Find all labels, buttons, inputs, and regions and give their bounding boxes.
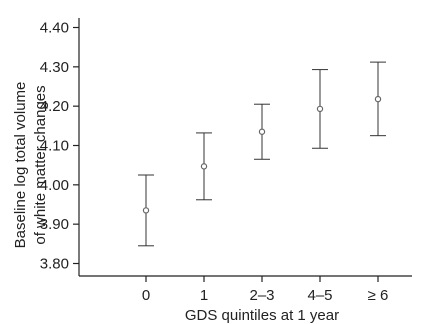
data-point-group <box>254 103 270 160</box>
x-axis-title: GDS quintiles at 1 year <box>185 307 339 324</box>
y-tick-label: 4.30 <box>40 59 69 76</box>
y-axis-title-line-1: Baseline log total volume <box>12 82 29 249</box>
x-tick-label: 4–5 <box>307 287 332 304</box>
data-point-group <box>312 69 328 149</box>
y-tick-label: 3.90 <box>40 216 69 233</box>
y-tick-labels: 3.80 3.90 4.00 4.10 4.20 4.30 4.40 <box>40 20 69 273</box>
y-tick-label: 3.80 <box>40 256 69 273</box>
data-point-group <box>196 132 212 201</box>
data-point <box>374 95 382 103</box>
x-tick-label: 1 <box>200 287 208 304</box>
x-tick-label: 2–3 <box>249 287 274 304</box>
x-tick-label: ≥ 6 <box>368 287 389 304</box>
x-tick-labels: 0 1 2–3 4–5 ≥ 6 <box>142 287 389 304</box>
data-point <box>142 207 150 214</box>
x-tick-label: 0 <box>142 287 150 304</box>
data-marks <box>138 61 386 247</box>
data-point <box>258 128 266 135</box>
axes <box>73 18 412 282</box>
y-tick-label: 4.00 <box>40 177 69 194</box>
y-tick-label: 4.20 <box>40 98 69 115</box>
data-point-group <box>138 174 154 247</box>
data-point <box>200 163 208 170</box>
y-tick-label: 4.10 <box>40 138 69 155</box>
data-point-group <box>370 61 386 137</box>
y-tick-label: 4.40 <box>40 20 69 37</box>
data-point <box>316 105 324 113</box>
y-axis-title-line-2: of white matter changes <box>32 85 49 244</box>
